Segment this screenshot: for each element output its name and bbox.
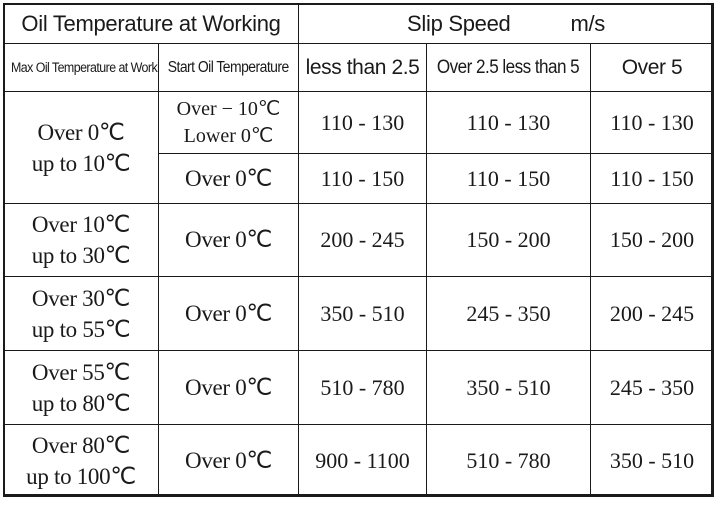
header-max-oil-temp: Max Oil Temperature at Working <box>3 43 159 92</box>
slip-speed-unit: m/s <box>570 10 606 36</box>
start-temp-cell: Over 0℃ <box>157 203 300 277</box>
start-temp-cell: Over 0℃ <box>157 153 300 204</box>
start-temp-cell: Over 0℃ <box>157 276 300 351</box>
header-over-5: Over 5 <box>590 43 715 92</box>
value-cell-less-2-5: 900 - 1100 <box>298 424 428 497</box>
value-cell-2-5-to-5: 350 - 510 <box>426 350 592 425</box>
value-cell-less-2-5: 110 - 150 <box>298 153 428 204</box>
table-row: Over 10℃ up to 30℃ Over 0℃ 200 - 245 150… <box>3 203 715 277</box>
start-temp-line1: Over − 10℃ <box>176 97 281 120</box>
value-cell-over-5: 110 - 130 <box>590 91 715 154</box>
value-cell-2-5-to-5: 150 - 200 <box>426 203 592 277</box>
start-temp-cell: Over − 10℃ Lower 0℃ <box>157 91 300 154</box>
header-slip-speed: Slip Speed m/s <box>298 3 715 44</box>
slip-speed-label: Slip Speed <box>407 10 511 36</box>
value-cell-less-2-5: 200 - 245 <box>298 203 428 277</box>
max-temp-line1: Over 0℃ <box>37 119 125 145</box>
max-temp-cell: Over 80℃ up to 100℃ <box>3 424 159 497</box>
oil-temperature-table: Oil Temperature at Working Slip Speed m/… <box>2 3 715 497</box>
value-cell-over-5: 110 - 150 <box>590 153 715 204</box>
header-row-1: Oil Temperature at Working Slip Speed m/… <box>2 3 715 44</box>
start-temp-cell: Over 0℃ <box>157 424 300 497</box>
max-temp-line1: Over 30℃ <box>31 285 131 311</box>
value-cell-over-5: 150 - 200 <box>590 203 715 277</box>
max-temp-line2: up to 30℃ <box>31 243 131 268</box>
max-temp-line2: up to 80℃ <box>31 390 131 416</box>
max-temp-line1: Over 80℃ <box>31 432 131 458</box>
table-row: Over 80℃ up to 100℃ Over 0℃ 900 - 1100 5… <box>3 424 715 497</box>
table-row: Over 30℃ up to 55℃ Over 0℃ 350 - 510 245… <box>3 276 715 351</box>
header-row-2: Max Oil Temperature at Working Start Oil… <box>3 43 715 92</box>
start-temp-cell: Over 0℃ <box>157 350 300 425</box>
value-cell-less-2-5: 110 - 130 <box>298 91 428 154</box>
max-temp-line2: up to 100℃ <box>26 463 136 489</box>
table-row: Over 0℃ up to 10℃ Over − 10℃ Lower 0℃ 11… <box>3 91 715 204</box>
max-temp-line1: Over 10℃ <box>31 212 131 237</box>
table-outer-border <box>3 3 713 496</box>
max-temp-line2: up to 55℃ <box>31 316 131 342</box>
value-cell-2-5-to-5: 110 - 130 <box>426 91 592 154</box>
start-temp-line2: Lower 0℃ <box>183 124 274 147</box>
max-temp-line2: up to 10℃ <box>31 150 131 176</box>
value-cell-over-5: 350 - 510 <box>590 424 715 497</box>
value-cell-less-2-5: 350 - 510 <box>298 276 428 351</box>
max-temp-cell: Over 30℃ up to 55℃ <box>3 276 159 351</box>
max-temp-line1: Over 55℃ <box>31 359 131 385</box>
header-over-2-5-less-than-5: Over 2.5 less than 5 <box>426 43 592 92</box>
header-oil-temp-at-working: Oil Temperature at Working <box>2 3 300 44</box>
value-cell-2-5-to-5: 245 - 350 <box>426 276 592 351</box>
max-temp-cell: Over 0℃ up to 10℃ <box>3 91 159 204</box>
max-temp-cell: Over 10℃ up to 30℃ <box>3 203 159 277</box>
value-cell-over-5: 245 - 350 <box>590 350 715 425</box>
value-cell-2-5-to-5: 510 - 780 <box>426 424 592 497</box>
